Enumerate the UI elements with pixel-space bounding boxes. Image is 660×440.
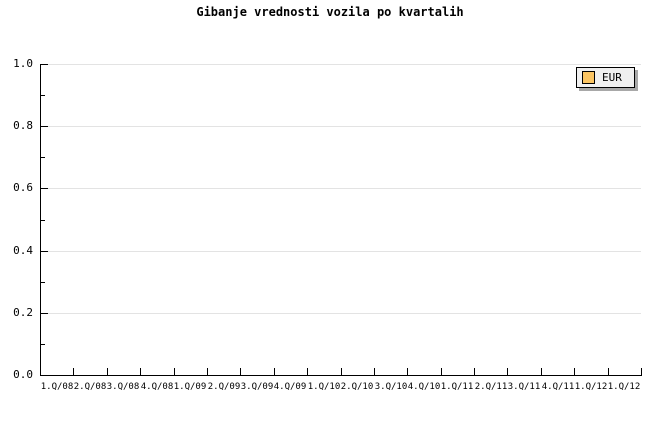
x-tick bbox=[207, 368, 208, 375]
x-tick bbox=[73, 368, 74, 375]
y-minor-tick bbox=[41, 282, 45, 283]
x-tick bbox=[274, 368, 275, 375]
x-tick-label: 1.Q/08 bbox=[40, 382, 74, 392]
y-gridline bbox=[41, 64, 641, 65]
x-tick-label: 3.Q/09 bbox=[240, 382, 274, 392]
x-tick bbox=[240, 368, 241, 375]
y-tick-label: 0.8 bbox=[13, 119, 33, 132]
x-axis-line bbox=[40, 375, 642, 376]
y-gridline bbox=[41, 313, 641, 314]
x-tick bbox=[608, 368, 609, 375]
x-tick bbox=[140, 368, 141, 375]
legend-eur-button[interactable]: EUR bbox=[576, 67, 635, 88]
y-minor-tick bbox=[41, 344, 45, 345]
x-tick bbox=[507, 368, 508, 375]
x-tick-label: 4.Q/11 bbox=[541, 382, 575, 392]
legend-label: EUR bbox=[602, 71, 622, 84]
x-tick-label: 4.Q/08 bbox=[140, 382, 174, 392]
y-gridline bbox=[41, 126, 641, 127]
x-tick bbox=[574, 368, 575, 375]
chart-title: Gibanje vrednosti vozila po kvartalih bbox=[196, 5, 464, 19]
x-tick-label: 2.Q/11 bbox=[474, 382, 508, 392]
x-tick bbox=[474, 368, 475, 375]
x-tick-label: 4.Q/10 bbox=[407, 382, 441, 392]
x-tick-label: 3.Q/08 bbox=[106, 382, 140, 392]
y-tick-label: 0.6 bbox=[13, 181, 33, 194]
y-major-tick bbox=[41, 64, 48, 65]
x-tick-label: 1.Q/12 bbox=[574, 382, 608, 392]
y-tick-label: 0.2 bbox=[13, 306, 33, 319]
y-major-tick bbox=[41, 126, 48, 127]
x-tick bbox=[641, 368, 642, 375]
y-major-tick bbox=[41, 313, 48, 314]
x-tick-label: 4.Q/09 bbox=[273, 382, 307, 392]
x-tick-label: 2.Q/10 bbox=[340, 382, 374, 392]
x-tick bbox=[541, 368, 542, 375]
x-tick bbox=[441, 368, 442, 375]
y-tick-label: 0.4 bbox=[13, 244, 33, 257]
x-tick-label: 2.Q/09 bbox=[207, 382, 241, 392]
x-tick bbox=[374, 368, 375, 375]
y-gridline bbox=[41, 188, 641, 189]
y-axis-line bbox=[40, 64, 41, 376]
y-minor-tick bbox=[41, 157, 45, 158]
x-tick-label: 1.Q/11 bbox=[440, 382, 474, 392]
x-tick bbox=[174, 368, 175, 375]
x-tick-label: 3.Q/11 bbox=[507, 382, 541, 392]
x-tick-label: 2.Q/08 bbox=[73, 382, 107, 392]
x-tick-label: 1.Q/12 bbox=[607, 382, 641, 392]
y-tick-label: 1.0 bbox=[13, 57, 33, 70]
x-tick bbox=[407, 368, 408, 375]
x-tick bbox=[107, 368, 108, 375]
x-tick-label: 1.Q/09 bbox=[173, 382, 207, 392]
x-tick bbox=[307, 368, 308, 375]
y-major-tick bbox=[41, 251, 48, 252]
y-gridline bbox=[41, 251, 641, 252]
y-minor-tick bbox=[41, 220, 45, 221]
x-tick bbox=[341, 368, 342, 375]
x-tick-label: 3.Q/10 bbox=[374, 382, 408, 392]
y-major-tick bbox=[41, 188, 48, 189]
y-tick-label: 0.0 bbox=[13, 368, 33, 381]
legend-series-swatch-icon bbox=[582, 71, 595, 84]
x-tick-label: 1.Q/10 bbox=[307, 382, 341, 392]
y-minor-tick bbox=[41, 95, 45, 96]
